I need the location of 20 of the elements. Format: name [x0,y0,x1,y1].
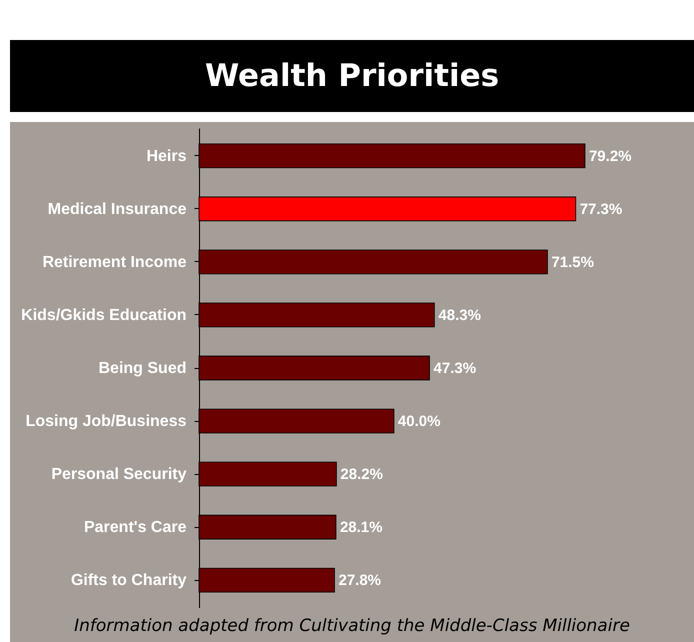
data-label: 79.2% [588,148,632,165]
chart-title: Wealth Priorities [10,40,694,112]
data-label: 27.8% [338,572,382,590]
y-tick-label: Medical Insurance [48,200,187,218]
data-label: 40.0% [398,413,440,430]
data-label: 77.3% [580,200,622,218]
y-tick-label: Kids/Gkids Education [21,306,186,324]
y-tick-label: Heirs [146,148,187,165]
y-tick-label: Parent's Care [84,519,187,536]
text: Information adapted from Cultivating the Middle-Class Millionaire [73,616,631,636]
data-label: 28.1% [340,519,382,536]
y-tick-label: Retirement Income [42,254,187,271]
data-label: 71.5% [551,254,594,271]
y-tick-label: Personal Security [51,466,187,484]
y-tick-label: Being Sued [98,360,186,377]
y-tick-label: Losing Job/Business [26,413,187,430]
y-tick-label: Gifts to Charity [70,572,187,590]
data-label: 28.2% [340,466,383,484]
data-label: 47.3% [434,360,476,377]
data-label: 48.3% [438,306,481,324]
